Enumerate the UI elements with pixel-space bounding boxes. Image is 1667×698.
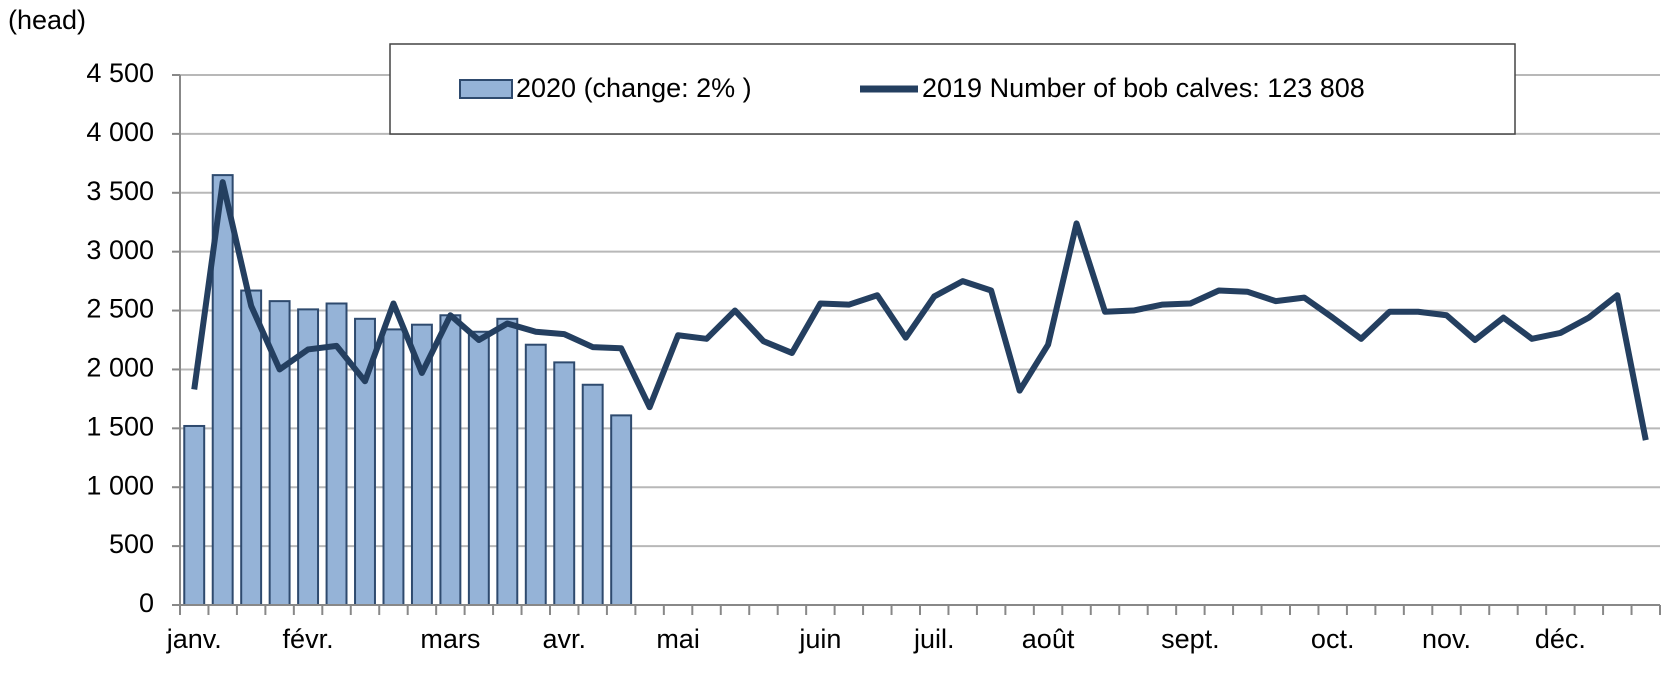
bar [467,330,490,606]
x-tick-label: nov. [1422,624,1471,654]
bar [183,424,206,606]
y-tick-label: 3 000 [86,235,154,265]
legend-swatch [459,79,513,99]
bar [496,317,519,606]
y-tick-label: 1 000 [86,470,154,500]
x-tick-label: juil. [913,624,955,654]
y-axis-label: (head) [8,5,86,35]
x-tick-label: oct. [1311,624,1355,654]
legend: 2020 (change: 2% ) 2019 Number of bob cal… [389,43,1516,135]
bar [610,414,633,606]
x-tick-label: mai [656,624,700,654]
y-tick-label: 1 500 [86,411,154,441]
line [191,179,1649,441]
legend-label: 2019 Number of bob calves: 123 808 [922,73,1365,103]
x-tick-label: févr. [283,624,334,654]
y-tick-label: 3 500 [86,176,154,206]
legend-label: 2020 (change: 2% ) [516,73,752,103]
y-tick-label: 4 500 [86,58,154,88]
x-tick-label: sept. [1161,624,1220,654]
bar [553,361,576,606]
bar [581,383,604,606]
bar [439,314,462,606]
y-tick-label: 0 [139,588,154,618]
bar [524,343,547,606]
y-tick-label: 2 000 [86,353,154,383]
y-tick-label: 2 500 [86,294,154,324]
y-tick-label: 4 000 [86,117,154,147]
x-tick-label: janv. [166,624,222,654]
x-tick-label: avr. [542,624,586,654]
bar [240,289,263,606]
x-tick-label: mars [420,624,480,654]
x-tick-label: juin [798,624,841,654]
x-tick-label: déc. [1535,624,1586,654]
legend-box [389,43,1516,135]
bar [382,328,405,606]
y-tick-label: 500 [109,529,154,559]
x-tick-label: août [1022,624,1075,654]
